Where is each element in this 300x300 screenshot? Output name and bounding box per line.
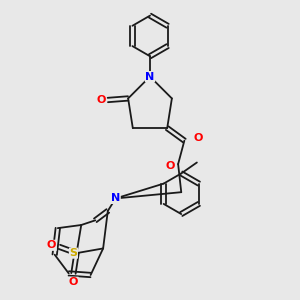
Text: O: O [47,240,56,250]
Text: N: N [146,72,154,82]
Text: O: O [69,277,78,287]
Text: O: O [166,160,175,171]
Text: O: O [96,95,106,105]
Text: O: O [194,133,203,142]
Text: S: S [69,248,77,258]
Text: N: N [111,194,120,203]
